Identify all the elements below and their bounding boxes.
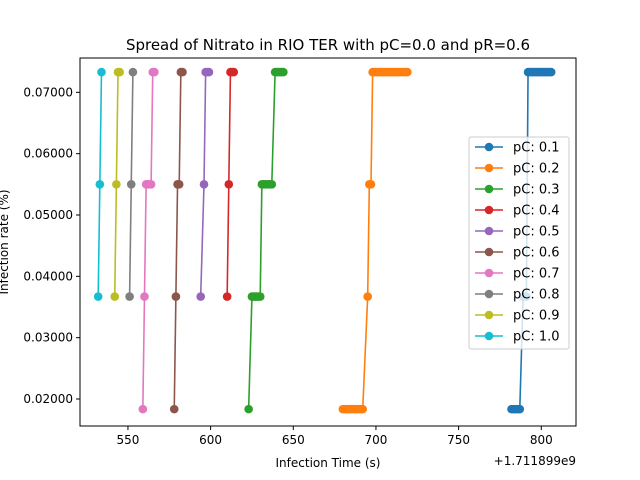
x-tick-label: 750 [447,433,470,447]
data-point [146,180,156,189]
data-point [204,67,214,77]
series [338,67,412,414]
legend-marker [484,268,494,278]
data-point [128,67,138,77]
legend-marker [484,289,494,299]
legend-marker [484,310,494,320]
legend-label: pC: 0.5 [513,225,560,240]
data-point [138,404,148,414]
data-point [97,67,106,77]
data-point [229,67,239,77]
data-point [150,67,159,77]
data-point [171,292,181,301]
series [169,67,187,414]
series [138,67,159,414]
legend-item: pC: 0.7 [475,267,560,282]
legend-marker [484,247,494,257]
y-tick-label: 0.07000 [23,85,73,99]
legend-marker [484,331,494,341]
legend-item: pC: 0.9 [475,309,560,324]
legend-box [468,136,570,350]
data-point [366,180,376,189]
data-point [178,67,187,77]
data-point [363,292,372,301]
y-tick-label: 0.03000 [23,331,73,345]
series-line [247,71,284,410]
data-point [174,180,184,189]
y-axis-label: Infection rate (%) [0,189,11,294]
legend-label: pC: 0.1 [513,141,560,156]
series [196,67,214,301]
series-line [142,71,155,410]
data-point [95,180,105,189]
data-point [279,67,288,77]
legend-item: pC: 0.1 [475,141,560,156]
legend-label: pC: 0.9 [513,309,560,324]
plot-frame [79,57,577,427]
x-tick-label: 550 [116,433,139,447]
data-point [126,180,136,189]
x-tick-label: 800 [530,433,553,447]
series [93,67,106,301]
x-axis-offset-label: +1.711899e9 [494,454,576,468]
x-axis-label: Infection Time (s) [276,456,381,470]
legend-label: pC: 1.0 [513,330,560,345]
legend-item: pC: 0.8 [475,288,560,303]
data-point [125,292,134,301]
legend-label: pC: 0.2 [513,162,560,177]
legend-item: pC: 0.4 [475,204,560,219]
x-axis: 550 600 650 700 750 800 [116,426,553,447]
y-tick-label: 0.06000 [23,147,73,161]
legend-label: pC: 0.3 [513,183,560,198]
y-tick-label: 0.02000 [23,392,73,406]
data-point [169,404,179,414]
legend-marker [484,205,494,215]
y-axis: 0.02000 0.03000 0.04000 0.05000 0.06000 0.070… [23,85,80,406]
x-tick-label: 600 [199,433,222,447]
x-tick-label: 650 [282,433,305,447]
data-point [267,180,277,189]
legend-item: pC: 0.6 [475,246,560,261]
data-point [515,404,525,414]
data-point [110,292,120,301]
legend-item: pC: 1.0 [475,330,560,345]
legend-marker [484,163,494,173]
legend-item: pC: 0.5 [475,225,560,240]
chart-title: Spread of Nitrato in RIO TER with pC=0.0… [126,36,530,54]
data-point [196,292,205,301]
series [244,67,288,414]
series-line [342,71,408,410]
data-point [546,67,556,77]
series-line [173,71,183,410]
series [222,67,239,301]
legend-marker [484,226,494,236]
data-point [244,404,253,414]
legend-marker [484,184,494,194]
legend-label: pC: 0.8 [513,288,560,303]
series [125,67,138,301]
data-point [199,180,209,189]
x-tick-label: 700 [364,433,387,447]
data-point [222,292,232,301]
data-point [140,292,149,301]
legend-item: pC: 0.3 [475,183,560,198]
data-point [403,67,412,77]
legend-label: pC: 0.4 [513,204,560,219]
data-point [115,67,124,77]
data-point [112,180,121,189]
data-point [255,292,265,301]
y-tick-label: 0.05000 [23,208,73,222]
legend-marker [484,142,494,152]
legend: pC: 0.1 pC: 0.2 pC: 0.3 pC: 0.4 pC: 0.5 pC: 0… [468,136,570,350]
data-point [358,404,368,414]
data-point [93,292,103,301]
legend-item: pC: 0.2 [475,162,560,177]
legend-label: pC: 0.6 [513,246,560,261]
data-point [224,180,234,189]
y-tick-label: 0.04000 [23,269,73,283]
legend-label: pC: 0.7 [513,267,560,282]
series [110,67,124,301]
